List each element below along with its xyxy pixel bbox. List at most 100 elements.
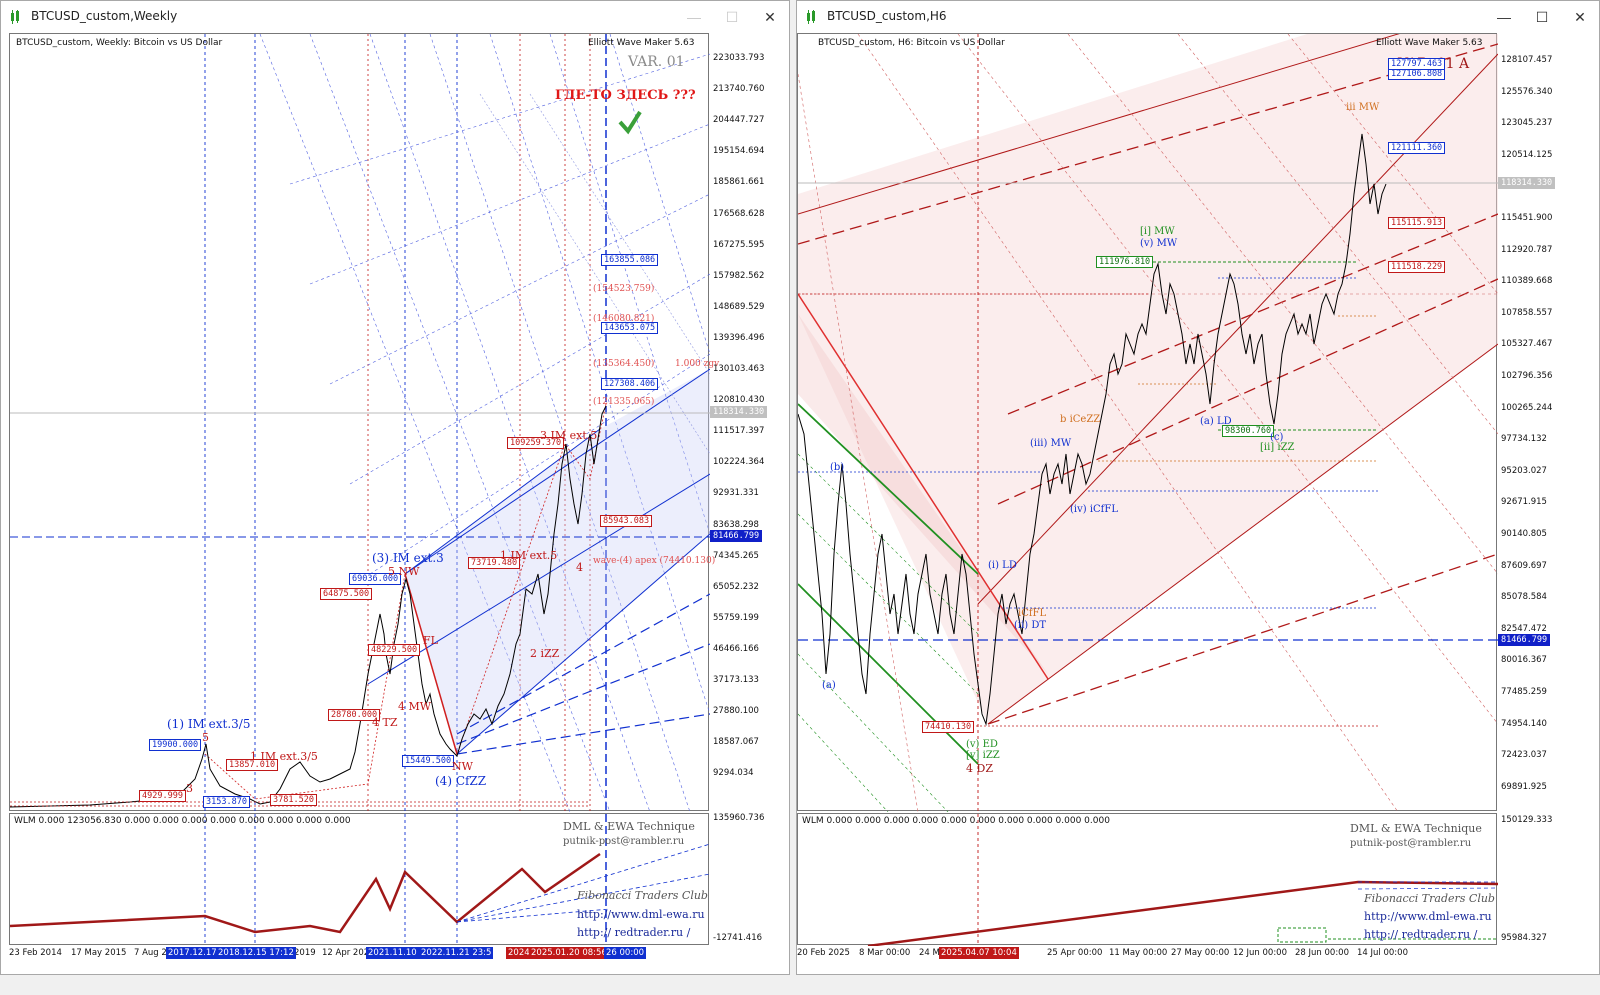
time-label: 11 May 00:00 [1109, 948, 1168, 958]
wave-label: (iii) MW [1030, 438, 1072, 449]
website-link[interactable]: http:// redtrader.ru / [1364, 928, 1478, 941]
price-tag: 111518.229 [1388, 261, 1446, 273]
indicator-axis-bottom: -12741.416 [713, 933, 763, 943]
price-axis-label: 69891.925 [1501, 781, 1547, 792]
time-label: 23 Feb 2014 [9, 948, 62, 958]
minimize-button[interactable]: — [1497, 9, 1511, 25]
right-price-axis[interactable]: 128107.457 125576.340 123045.237 120514.125… [1497, 33, 1599, 811]
minimize-button[interactable]: — [687, 9, 701, 25]
price-axis-label: 120514.125 [1501, 149, 1553, 160]
price-axis-label: 139396.496 [713, 332, 765, 343]
price-axis-label: 87609.697 [1501, 560, 1547, 571]
time-label: 12 Jun 00:00 [1233, 948, 1287, 958]
ewm-label: Elliott Wave Maker 5.63 [588, 38, 695, 48]
indicator-axis-top: 150129.333 [1501, 815, 1553, 825]
price-axis-label: 95203.027 [1501, 465, 1547, 476]
price-axis-label: 128107.457 [1501, 55, 1553, 65]
price-axis-label: 204447.727 [713, 115, 765, 126]
close-button[interactable]: ✕ [764, 8, 776, 25]
wave-label: 4 MW [398, 700, 432, 713]
price-axis-label: 65052.232 [713, 581, 759, 592]
time-label: 14 Jul 00:00 [1357, 948, 1408, 958]
price-axis-label: 111517.397 [713, 426, 765, 437]
wave-label: b iCeZZ [1060, 414, 1101, 425]
price-axis-label: 82547.472 [1501, 623, 1547, 634]
chart-candle-icon [11, 10, 19, 24]
wave-label: (4) CfZZ [435, 774, 487, 788]
wave-label: 1 IM ext.3/5 [250, 750, 318, 763]
right-titlebar[interactable]: BTCUSD_custom,H6 — ☐ ✕ [797, 1, 1599, 33]
left-main-chart[interactable]: BTCUSD_custom, Weekly: Bitcoin vs US Dol… [9, 33, 719, 812]
price-axis-label: 130103.463 [713, 364, 765, 374]
price-axis-label: 110389.668 [1501, 276, 1553, 287]
wave-label: (a) [822, 680, 836, 691]
time-badge: 2022.11.21 23:5 [419, 947, 494, 959]
price-tag: 3153.870 [203, 796, 250, 808]
wave-label: [i] MW [1140, 226, 1175, 237]
wave-label: (v) MW [1140, 238, 1178, 249]
time-badge: 2018.12.15 17:12 [216, 947, 296, 959]
wave-label: 3 IM ext.5 [540, 429, 598, 442]
price-tag: 48229.500 [368, 644, 421, 656]
price-tag: 121111.360 [1388, 142, 1446, 154]
price-axis-label: 157982.562 [713, 270, 765, 281]
left-indicator-panel[interactable]: WLM 0.000 123056.830 0.000 0.000 0.000 0… [9, 813, 710, 946]
close-button[interactable]: ✕ [1574, 8, 1586, 25]
wave-label: (ii) DT [1014, 620, 1047, 631]
price-axis-label: 100265.244 [1501, 402, 1553, 413]
fib-text: wave-(4) apex (74410.130) [593, 556, 716, 566]
price-axis-label: 185861.661 [713, 177, 765, 188]
price-tag: 19900.000 [149, 739, 202, 751]
price-axis-label: 167275.595 [713, 239, 765, 250]
maximize-button[interactable]: ☐ [1535, 8, 1549, 25]
time-label: 24 M [919, 948, 940, 958]
indicator-header: WLM 0.000 123056.830 0.000 0.000 0.000 0… [14, 816, 351, 826]
website-link[interactable]: http:// redtrader.ru / [577, 926, 691, 939]
right-chart-window[interactable]: BTCUSD_custom,H6 — ☐ ✕ [796, 0, 1600, 975]
price-axis-label: 46466.166 [713, 643, 759, 654]
price-tag: 13857.010 [226, 759, 279, 771]
price-axis-label: 125576.340 [1501, 86, 1553, 97]
price-tag: 163855.086 [601, 254, 659, 266]
price-axis-label: 74345.265 [713, 550, 759, 561]
wave-label: (1) IM ext.3/5 [167, 717, 251, 731]
right-indicator-panel[interactable]: WLM 0.000 0.000 0.000 0.000 0.000 0.000 … [797, 813, 1498, 946]
left-chart-window[interactable]: BTCUSD_custom,Weekly — ☐ ✕ [0, 0, 790, 975]
price-axis-label: 77485.259 [1501, 687, 1547, 697]
left-chart-drawing [10, 34, 710, 812]
price-axis-label: 90140.805 [1501, 529, 1547, 539]
right-main-chart[interactable]: BTCUSD_custom, H6: Bitcoin vs US Dollar … [797, 33, 1498, 812]
left-symbol-label: BTCUSD_custom, Weekly: Bitcoin vs US Dol… [16, 38, 223, 48]
time-label: 25 Apr 00:00 [1047, 948, 1103, 958]
time-label: 7 Aug 2 [134, 948, 167, 958]
wave-label: 1 IM ext.5 [500, 549, 558, 562]
left-time-axis[interactable]: 23 Feb 2014 17 May 2015 7 Aug 2 2019 12 … [9, 945, 789, 961]
left-indicator-axis: 135960.736 -12741.416 [709, 813, 789, 945]
maximize-button[interactable]: ☐ [725, 8, 739, 25]
wave-label: FL [423, 634, 438, 647]
price-tag: 85943.083 [600, 515, 653, 527]
signature-email: putnik-post@rambler.ru [563, 836, 685, 847]
wave-label: (iv) iCfFL [1070, 504, 1118, 515]
price-tag: 4929.999 [139, 790, 186, 802]
price-axis-label: 9294.034 [713, 768, 754, 779]
left-price-axis[interactable]: 223033.793 213740.760 204447.727 195154.694… [709, 33, 789, 811]
price-axis-label: 55759.199 [713, 612, 759, 623]
price-axis-label: 148689.529 [713, 301, 765, 312]
website-link[interactable]: http://www.dml-ewa.ru [577, 908, 705, 921]
time-badge: 2024 [506, 947, 532, 959]
time-badge: 2025.01.20 08:56 [529, 947, 609, 959]
right-time-axis[interactable]: 20 Feb 2025 8 Mar 00:00 24 M 2025.04.07 … [797, 945, 1597, 961]
signature-club: Fibonacci Traders Club [577, 889, 708, 902]
signature-email: putnik-post@rambler.ru [1350, 838, 1472, 849]
current-price-tag: 118314.330 [710, 406, 768, 418]
wave-label: [ii] iZZ [1260, 442, 1295, 453]
wave-label: NW [452, 760, 473, 773]
time-badge: 26 00:00 [604, 947, 647, 959]
website-link[interactable]: http://www.dml-ewa.ru [1364, 910, 1492, 923]
signature-title: DML & EWA Technique [1350, 822, 1482, 835]
wave-label: 4 DZ [966, 762, 993, 775]
price-tag: 143653.075 [601, 322, 659, 334]
wave-label: 2 iZZ [530, 647, 560, 660]
left-titlebar[interactable]: BTCUSD_custom,Weekly — ☐ ✕ [1, 1, 789, 33]
